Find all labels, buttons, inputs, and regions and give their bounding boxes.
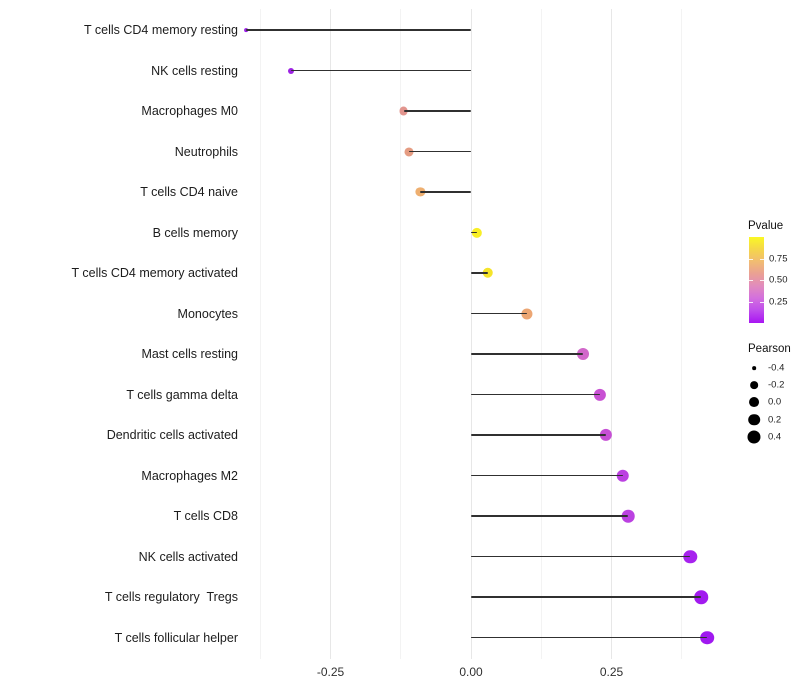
lollipop-stem bbox=[471, 555, 691, 558]
category-label: Mast cells resting bbox=[141, 347, 238, 361]
size-legend-label: 0.4 bbox=[768, 431, 782, 443]
colorbar-tick bbox=[749, 301, 753, 303]
lollipop-stem bbox=[471, 312, 528, 315]
colorbar-tick bbox=[760, 301, 764, 303]
lollipop-stem bbox=[471, 434, 606, 436]
lollipop-stem bbox=[403, 110, 471, 112]
lollipop-stem bbox=[246, 29, 471, 31]
lollipop-stem bbox=[471, 272, 488, 274]
size-legend-label: 0.0 bbox=[768, 396, 782, 408]
lollipop-dot bbox=[521, 307, 533, 320]
size-legend-label: -0.2 bbox=[768, 379, 785, 391]
gridline-minor bbox=[540, 9, 542, 659]
pvalue-legend-title: Pvalue bbox=[748, 220, 784, 232]
category-label: NK cells activated bbox=[138, 549, 238, 564]
lollipop-stem bbox=[471, 636, 708, 639]
size-legend-key-dot bbox=[747, 430, 761, 444]
category-label: Dendritic cells activated bbox=[106, 428, 238, 442]
lollipop-dot bbox=[616, 469, 629, 482]
lollipop-dot bbox=[577, 348, 590, 360]
lollipop-stem bbox=[471, 393, 601, 396]
category-label: Monocytes bbox=[177, 306, 238, 321]
category-label: NK cells resting bbox=[151, 63, 238, 78]
gridline-major bbox=[470, 9, 472, 659]
lollipop-stem bbox=[291, 69, 471, 72]
lollipop-dot bbox=[482, 267, 494, 279]
size-legend-label: 0.2 bbox=[768, 414, 782, 426]
category-label: T cells CD8 bbox=[173, 509, 238, 523]
category-label: T cells CD4 memory activated bbox=[71, 266, 239, 280]
lollipop-dot bbox=[622, 509, 635, 523]
gridline-major bbox=[330, 9, 331, 659]
size-legend-key-dot bbox=[748, 413, 760, 426]
lollipop-stem bbox=[471, 353, 584, 355]
lollipop-stem bbox=[409, 150, 471, 153]
lollipop-stem bbox=[471, 474, 623, 477]
lollipop-dot bbox=[700, 630, 714, 645]
category-label: T cells follicular helper bbox=[114, 630, 238, 645]
category-label: T cells gamma delta bbox=[126, 387, 238, 402]
lollipop-dot bbox=[694, 590, 709, 604]
lollipop-stem bbox=[471, 231, 477, 234]
colorbar-tick bbox=[749, 258, 753, 260]
colorbar-tick bbox=[760, 280, 764, 281]
pearson-legend-title: Pearson bbox=[748, 343, 791, 355]
gridline-major bbox=[611, 9, 612, 659]
lollipop-stem bbox=[471, 515, 629, 517]
gridline-minor bbox=[259, 9, 261, 659]
colorbar-tick-label: 0.75 bbox=[769, 253, 788, 264]
lollipop-stem bbox=[471, 596, 702, 598]
category-label: Neutrophils bbox=[174, 144, 238, 159]
lollipop-dot bbox=[683, 549, 697, 564]
lollipop-dot bbox=[599, 428, 613, 442]
category-label: Macrophages M2 bbox=[141, 468, 238, 483]
x-tick-label: 0.00 bbox=[459, 665, 483, 679]
category-label: T cells CD4 memory resting bbox=[84, 23, 238, 37]
lollipop-stem bbox=[420, 191, 471, 193]
size-legend-key-dot bbox=[750, 381, 758, 390]
lollipop-dot bbox=[471, 227, 482, 238]
size-legend-key-dot bbox=[752, 366, 756, 370]
category-label: T cells regulatory Tregs bbox=[104, 590, 238, 604]
x-tick-label: -0.25 bbox=[316, 665, 345, 679]
category-label: B cells memory bbox=[152, 225, 238, 240]
colorbar-tick bbox=[749, 280, 753, 281]
gridline-minor bbox=[681, 9, 683, 659]
category-label: Macrophages M0 bbox=[141, 104, 238, 118]
colorbar-tick bbox=[760, 258, 764, 260]
size-legend-key-dot bbox=[749, 397, 759, 408]
size-legend-label: -0.4 bbox=[768, 362, 785, 374]
gridline-minor bbox=[400, 9, 402, 659]
lollipop-dot bbox=[594, 388, 607, 401]
colorbar-tick-label: 0.50 bbox=[769, 274, 788, 286]
colorbar-tick-label: 0.25 bbox=[769, 296, 788, 307]
x-tick-label: 0.25 bbox=[599, 665, 624, 679]
category-label: T cells CD4 naive bbox=[140, 185, 238, 199]
